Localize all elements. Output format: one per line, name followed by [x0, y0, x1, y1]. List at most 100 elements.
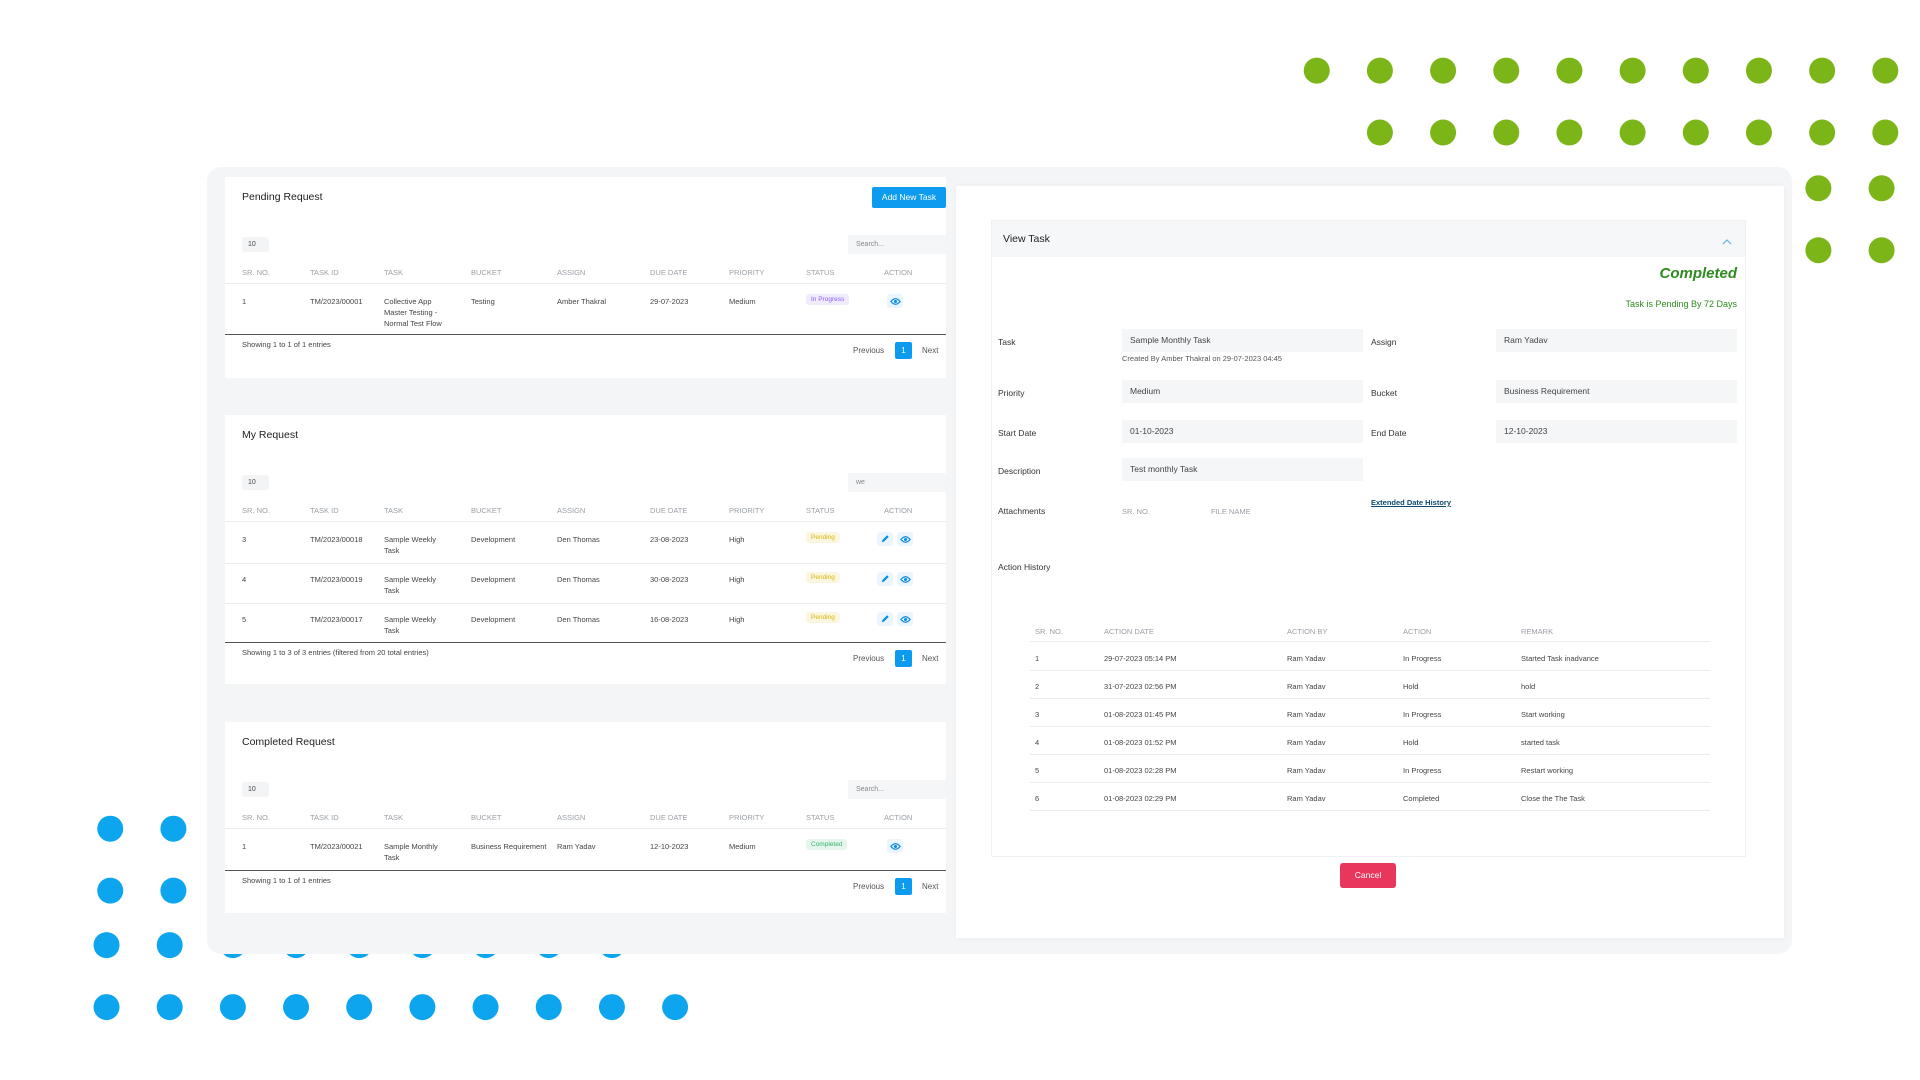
cell: 12-10-2023	[650, 842, 689, 851]
history-cell: 29-07-2023 05:14 PM	[1104, 654, 1177, 663]
cell: 30-08-2023	[650, 575, 689, 584]
length-select[interactable]: 10	[242, 782, 269, 797]
view-button[interactable]	[897, 572, 913, 586]
cell: Den Thomas	[557, 535, 600, 544]
column-header: ACTION	[884, 268, 913, 277]
column-header: BUCKET	[471, 268, 502, 277]
pager-next[interactable]: Next	[922, 882, 939, 891]
view-button[interactable]	[897, 612, 913, 626]
history-cell: 6	[1035, 794, 1040, 803]
dot	[1809, 119, 1836, 146]
column-header: DUE DATE	[650, 813, 688, 822]
pager-next[interactable]: Next	[922, 346, 939, 355]
cell: TM/2023/00001	[310, 297, 363, 306]
cell: High	[729, 575, 745, 584]
column-header: PRIORITY	[729, 506, 765, 515]
column-header: TASK ID	[310, 813, 339, 822]
pager-page[interactable]: 1	[895, 342, 912, 359]
table-bottom-border	[225, 334, 946, 335]
task-name: Sample Monthly Task	[384, 842, 438, 862]
status-badge: In Progress	[806, 294, 850, 305]
column-header: SR. NO.	[242, 813, 270, 822]
edit-button[interactable]	[877, 612, 893, 626]
view-button[interactable]	[887, 839, 903, 853]
view-task-card: View Task Completed Task is Pending By 72 …	[991, 220, 1746, 857]
dot	[1805, 237, 1832, 264]
pager-next[interactable]: Next	[922, 654, 939, 663]
history-cell: Ram Yadav	[1287, 682, 1326, 691]
header-divider	[225, 521, 946, 522]
dot	[1619, 119, 1646, 146]
view-button[interactable]	[887, 294, 903, 308]
history-cell: Close the The Task	[1521, 794, 1585, 803]
dot	[1366, 119, 1393, 146]
dot	[535, 994, 562, 1021]
dot	[1682, 119, 1709, 146]
search-input[interactable]: we	[848, 473, 946, 492]
dot	[160, 877, 187, 904]
history-column: REMARK	[1521, 627, 1554, 636]
cancel-button[interactable]: Cancel	[1340, 863, 1396, 888]
column-header: TASK ID	[310, 506, 339, 515]
search-input[interactable]: Search...	[848, 235, 946, 254]
history-row-divider	[1030, 698, 1710, 699]
history-cell: Ram Yadav	[1287, 710, 1326, 719]
cell: Development	[471, 575, 516, 584]
created-note: Created By Amber Thakral on 29-07-2023 0…	[1122, 354, 1282, 363]
row-divider	[225, 563, 946, 564]
search-input[interactable]: Search...	[848, 780, 946, 799]
cell: 5	[242, 615, 247, 624]
cell: 23-08-2023	[650, 535, 689, 544]
extended-date-link[interactable]: Extended Date History	[1371, 498, 1452, 507]
pager-previous[interactable]: Previous	[853, 882, 885, 891]
history-cell: hold	[1521, 682, 1536, 691]
history-cell: 01-08-2023 02:28 PM	[1104, 766, 1177, 775]
dot	[1619, 57, 1646, 84]
pager-previous[interactable]: Previous	[853, 654, 885, 663]
collapse-toggle[interactable]	[1722, 233, 1732, 245]
history-column: ACTION DATE	[1104, 627, 1154, 636]
history-header-divider	[1030, 641, 1710, 642]
edit-button[interactable]	[877, 532, 893, 546]
cell: Medium	[729, 842, 756, 851]
history-row-divider	[1030, 754, 1710, 755]
cell: Amber Thakral	[557, 297, 607, 306]
dot	[1556, 57, 1583, 84]
cell: 1	[242, 842, 247, 851]
view-task-panel: View Task Completed Task is Pending By 72 …	[956, 186, 1784, 938]
cell: Den Thomas	[557, 615, 600, 624]
dot	[472, 994, 499, 1021]
field-label: Start Date	[998, 428, 1037, 438]
length-select[interactable]: 10	[242, 475, 269, 490]
field-value: Test monthly Task	[1122, 458, 1363, 481]
length-select[interactable]: 10	[242, 237, 269, 252]
table-bottom-border	[225, 642, 946, 643]
add-task-button[interactable]: Add New Task	[872, 187, 946, 208]
card-title: Completed Request	[242, 736, 335, 748]
attachment-column: FILE NAME	[1211, 507, 1251, 516]
field-label: Assign	[1371, 337, 1397, 347]
column-header: TASK ID	[310, 268, 339, 277]
dot	[1556, 119, 1583, 146]
cell: TM/2023/00019	[310, 575, 363, 584]
cell: Medium	[729, 297, 756, 306]
view-button[interactable]	[897, 532, 913, 546]
pager-previous[interactable]: Previous	[853, 346, 885, 355]
dot	[1809, 57, 1836, 84]
column-header: ACTION	[884, 506, 913, 515]
dot	[160, 815, 187, 842]
dot	[156, 994, 183, 1021]
column-header: ACTION	[884, 813, 913, 822]
field-value: 12-10-2023	[1496, 420, 1737, 443]
column-header: SR. NO.	[242, 268, 270, 277]
status-badge: Completed	[806, 839, 848, 850]
pager-page[interactable]: 1	[895, 650, 912, 667]
column-header: ASSIGN	[557, 268, 586, 277]
history-cell: Restart working	[1521, 766, 1574, 775]
field-label: End Date	[1371, 428, 1407, 438]
edit-button[interactable]	[877, 572, 893, 586]
pager-page[interactable]: 1	[895, 878, 912, 895]
card-title: My Request	[242, 429, 299, 441]
